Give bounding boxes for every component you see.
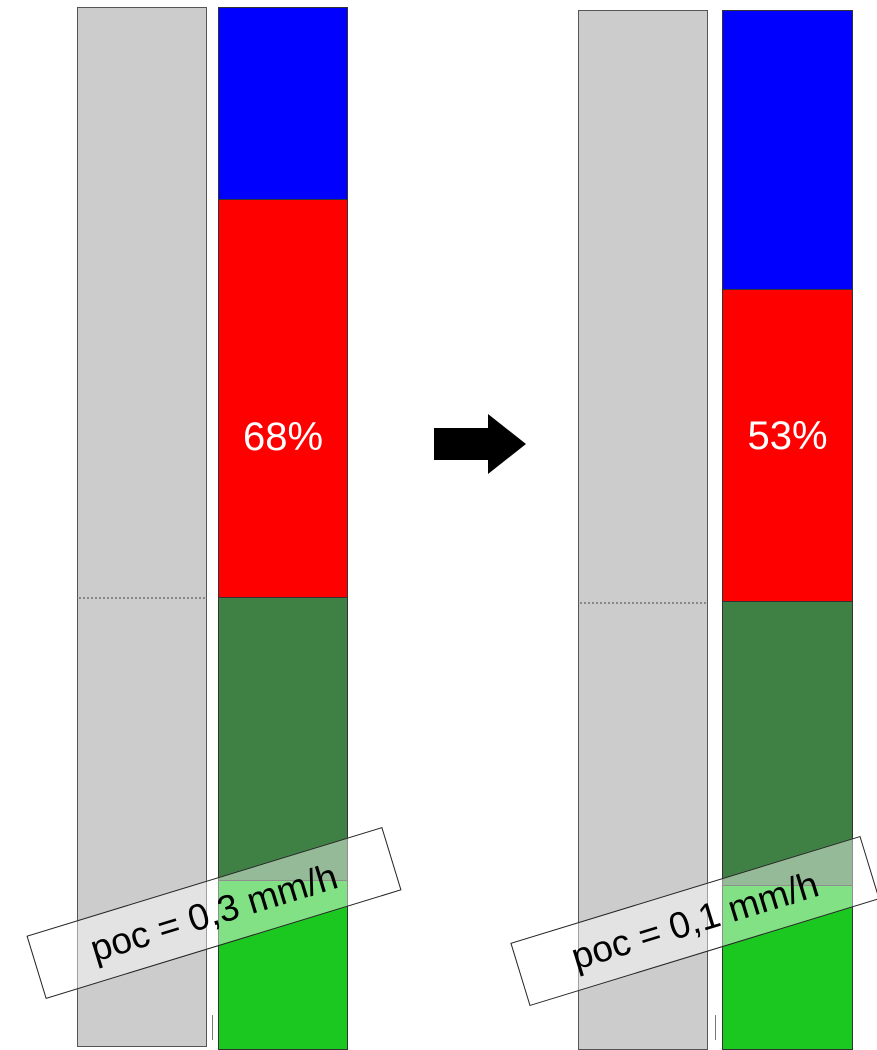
dotted-line bbox=[79, 597, 205, 599]
red-segment bbox=[218, 199, 348, 599]
bright-green-segment bbox=[722, 885, 853, 1050]
panel-after: 53% poc = 0,1 mm/h bbox=[500, 0, 877, 1050]
gray-column bbox=[578, 10, 708, 1050]
blue-segment bbox=[218, 7, 348, 200]
dark-green-segment bbox=[218, 597, 348, 882]
bright-green-segment bbox=[218, 880, 348, 1050]
gray-column bbox=[77, 7, 207, 1047]
red-segment bbox=[722, 289, 853, 603]
percent-label: 53% bbox=[747, 414, 828, 458]
right-arrow-icon bbox=[434, 414, 528, 479]
dotted-line bbox=[580, 602, 706, 604]
tick-mark bbox=[715, 1015, 716, 1040]
percent-label: 68% bbox=[242, 415, 324, 459]
blue-segment bbox=[722, 10, 853, 290]
tick-mark bbox=[212, 1015, 213, 1040]
panel-before: 68% poc = 0,3 mm/h bbox=[0, 0, 420, 1050]
